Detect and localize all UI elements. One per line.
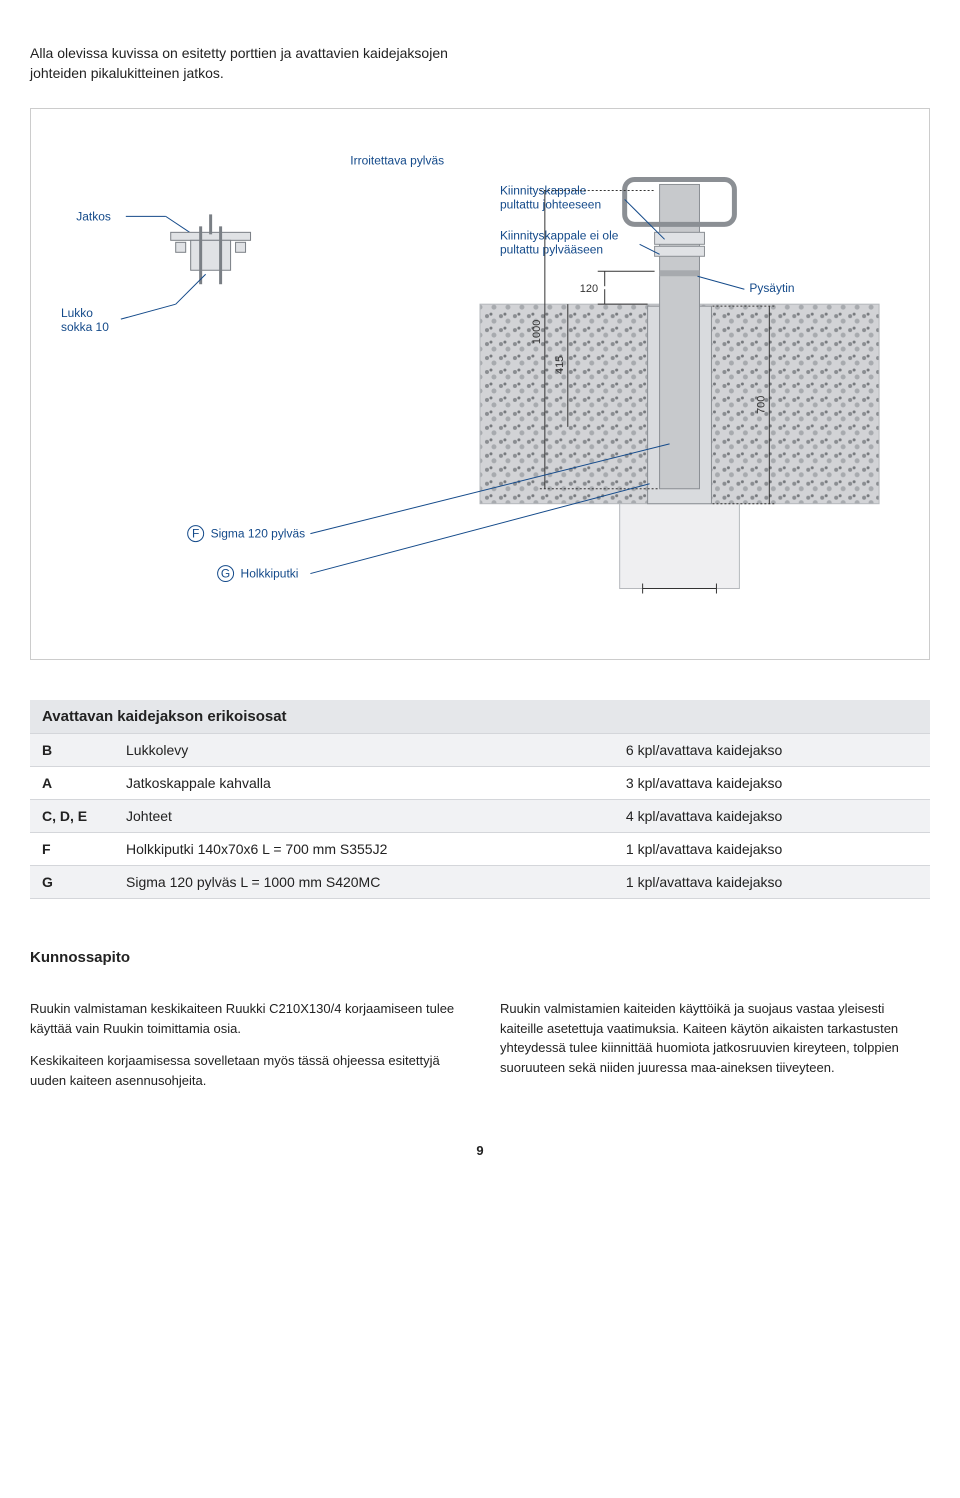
- dim-1000: 1000: [531, 320, 543, 344]
- base-rect: [620, 504, 740, 589]
- label-irroitettava: Irroitettava pylväs: [350, 154, 444, 168]
- section-title: Kunnossapito: [30, 949, 930, 966]
- table-row: C, D, E Johteet 4 kpl/avattava kaidejaks…: [30, 800, 930, 833]
- cell-qty: 4 kpl/avattava kaidejakso: [614, 800, 930, 833]
- cell-desc: Holkkiputki 140x70x6 L = 700 mm S355J2: [114, 833, 614, 866]
- dim-120: 120: [580, 283, 598, 295]
- cell-id: A: [30, 767, 114, 800]
- table-row: G Sigma 120 pylväs L = 1000 mm S420MC 1 …: [30, 866, 930, 899]
- line: [697, 276, 744, 289]
- callout-f-letter: F: [192, 527, 199, 541]
- specs-table: Avattavan kaidejakson erikoisosat B Lukk…: [30, 700, 930, 899]
- dim-415: 415: [554, 356, 566, 374]
- table-title: Avattavan kaidejakson erikoisosat: [30, 700, 930, 734]
- para: Ruukin valmistaman keskikaiteen Ruukki C…: [30, 999, 460, 1038]
- callout-g-text: Holkkiputki: [241, 567, 299, 581]
- cell-desc: Johteet: [114, 800, 614, 833]
- page-number: 9: [30, 1143, 930, 1158]
- para: Keskikaiteen korjaamisessa sovelletaan m…: [30, 1051, 460, 1090]
- table-row: A Jatkoskappale kahvalla 3 kpl/avattava …: [30, 767, 930, 800]
- cell-id: F: [30, 833, 114, 866]
- figure-container: Irroitettava pylväs Jatkos Lukko sokka 1…: [30, 108, 930, 660]
- lukko-label-1: Lukko: [61, 306, 93, 320]
- callout-f-text: Sigma 120 pylväs: [211, 527, 305, 541]
- lukko-label-2: sokka 10: [61, 320, 109, 334]
- cell-desc: Lukkolevy: [114, 734, 614, 767]
- kiinnitys2-l2: pultattu pylvääseen: [500, 242, 603, 256]
- body-columns: Ruukin valmistaman keskikaiteen Ruukki C…: [30, 986, 930, 1103]
- dim-700: 700: [755, 396, 767, 414]
- jatkos-label: Jatkos: [76, 210, 111, 224]
- line: [176, 274, 206, 304]
- cell-qty: 6 kpl/avattava kaidejakso: [614, 734, 930, 767]
- para: Ruukin valmistamien kaiteiden käyttöikä …: [500, 999, 930, 1077]
- line: [625, 200, 665, 240]
- table-row: F Holkkiputki 140x70x6 L = 700 mm S355J2…: [30, 833, 930, 866]
- cell-qty: 1 kpl/avattava kaidejakso: [614, 833, 930, 866]
- cell-id: G: [30, 866, 114, 899]
- kiinnitys2-l1: Kiinnityskappale ei ole: [500, 229, 619, 243]
- column-left: Ruukin valmistaman keskikaiteen Ruukki C…: [30, 986, 460, 1103]
- cell-desc: Sigma 120 pylväs L = 1000 mm S420MC: [114, 866, 614, 899]
- cell-qty: 3 kpl/avattava kaidejakso: [614, 767, 930, 800]
- jatkos-illustration: [171, 215, 251, 285]
- cell-qty: 1 kpl/avattava kaidejakso: [614, 866, 930, 899]
- table-row: B Lukkolevy 6 kpl/avattava kaidejakso: [30, 734, 930, 767]
- cell-id: B: [30, 734, 114, 767]
- kiinnitys1-l2: pultattu johteeseen: [500, 198, 601, 212]
- callout-g-letter: G: [221, 567, 230, 581]
- column-right: Ruukin valmistamien kaiteiden käyttöikä …: [500, 986, 930, 1103]
- figure-svg: Irroitettava pylväs Jatkos Lukko sokka 1…: [51, 129, 909, 629]
- pysaytin-label: Pysäytin: [749, 281, 794, 295]
- cell-id: C, D, E: [30, 800, 114, 833]
- cell-desc: Jatkoskappale kahvalla: [114, 767, 614, 800]
- line: [121, 304, 176, 319]
- intro-text: Alla olevissa kuvissa on esitetty portti…: [30, 44, 480, 83]
